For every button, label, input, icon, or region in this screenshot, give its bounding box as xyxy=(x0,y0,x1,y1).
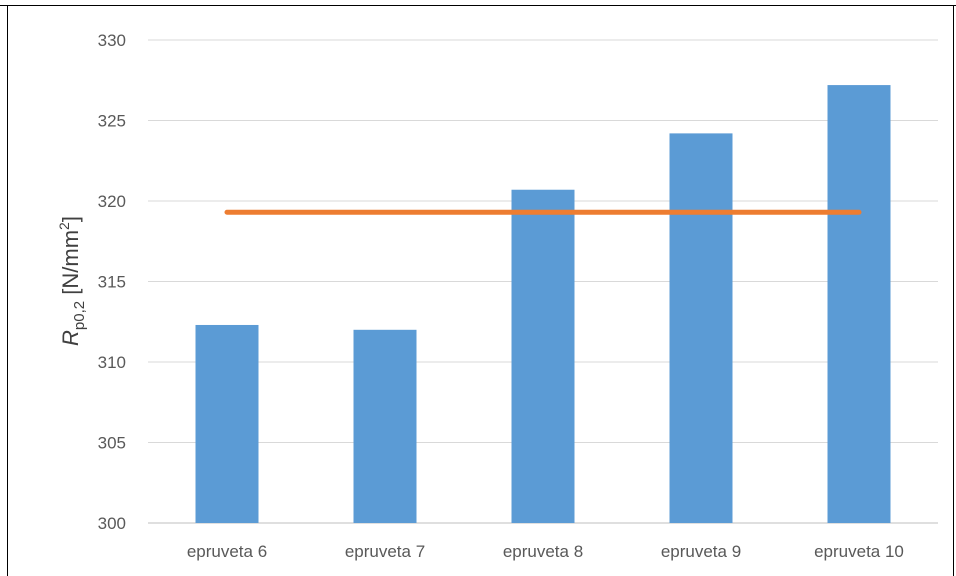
bar-series xyxy=(195,85,891,524)
x-tick-label: epruveta 6 xyxy=(187,542,267,561)
y-axis-title-power: 2 xyxy=(56,222,72,230)
x-tick-label: epruveta 7 xyxy=(345,542,425,561)
y-tick-label: 300 xyxy=(98,514,126,533)
top-border xyxy=(0,5,956,6)
x-tick-label: epruveta 8 xyxy=(503,542,583,561)
y-axis-title-subscript: p0,2 xyxy=(71,301,88,330)
y-tick-label: 310 xyxy=(98,353,126,372)
bar xyxy=(195,324,259,523)
y-axis-title-suffix: ] xyxy=(58,216,83,222)
bar xyxy=(669,133,733,523)
left-border xyxy=(7,5,8,576)
y-tick-label: 320 xyxy=(98,192,126,211)
x-tick-label: epruveta 10 xyxy=(814,542,904,561)
y-tick-label: 315 xyxy=(98,273,126,292)
y-axis-title: Rp0,2 [N/mm2] xyxy=(56,216,88,346)
y-axis-title-unit: [N/mm xyxy=(58,230,83,301)
x-tick-label: epruveta 9 xyxy=(661,542,741,561)
right-border xyxy=(953,5,954,576)
bar xyxy=(511,189,575,524)
bar xyxy=(827,85,891,523)
y-tick-label: 330 xyxy=(98,31,126,50)
bar xyxy=(353,329,417,523)
x-axis-ticks: epruveta 6 epruveta 7 epruveta 8 epruveta 9… xyxy=(187,542,904,561)
y-axis-title-symbol: R xyxy=(58,330,83,346)
y-tick-label: 305 xyxy=(98,434,126,453)
y-axis-ticks: 300 305 310 315 320 325 330 xyxy=(98,31,126,533)
y-tick-label: 325 xyxy=(98,112,126,131)
